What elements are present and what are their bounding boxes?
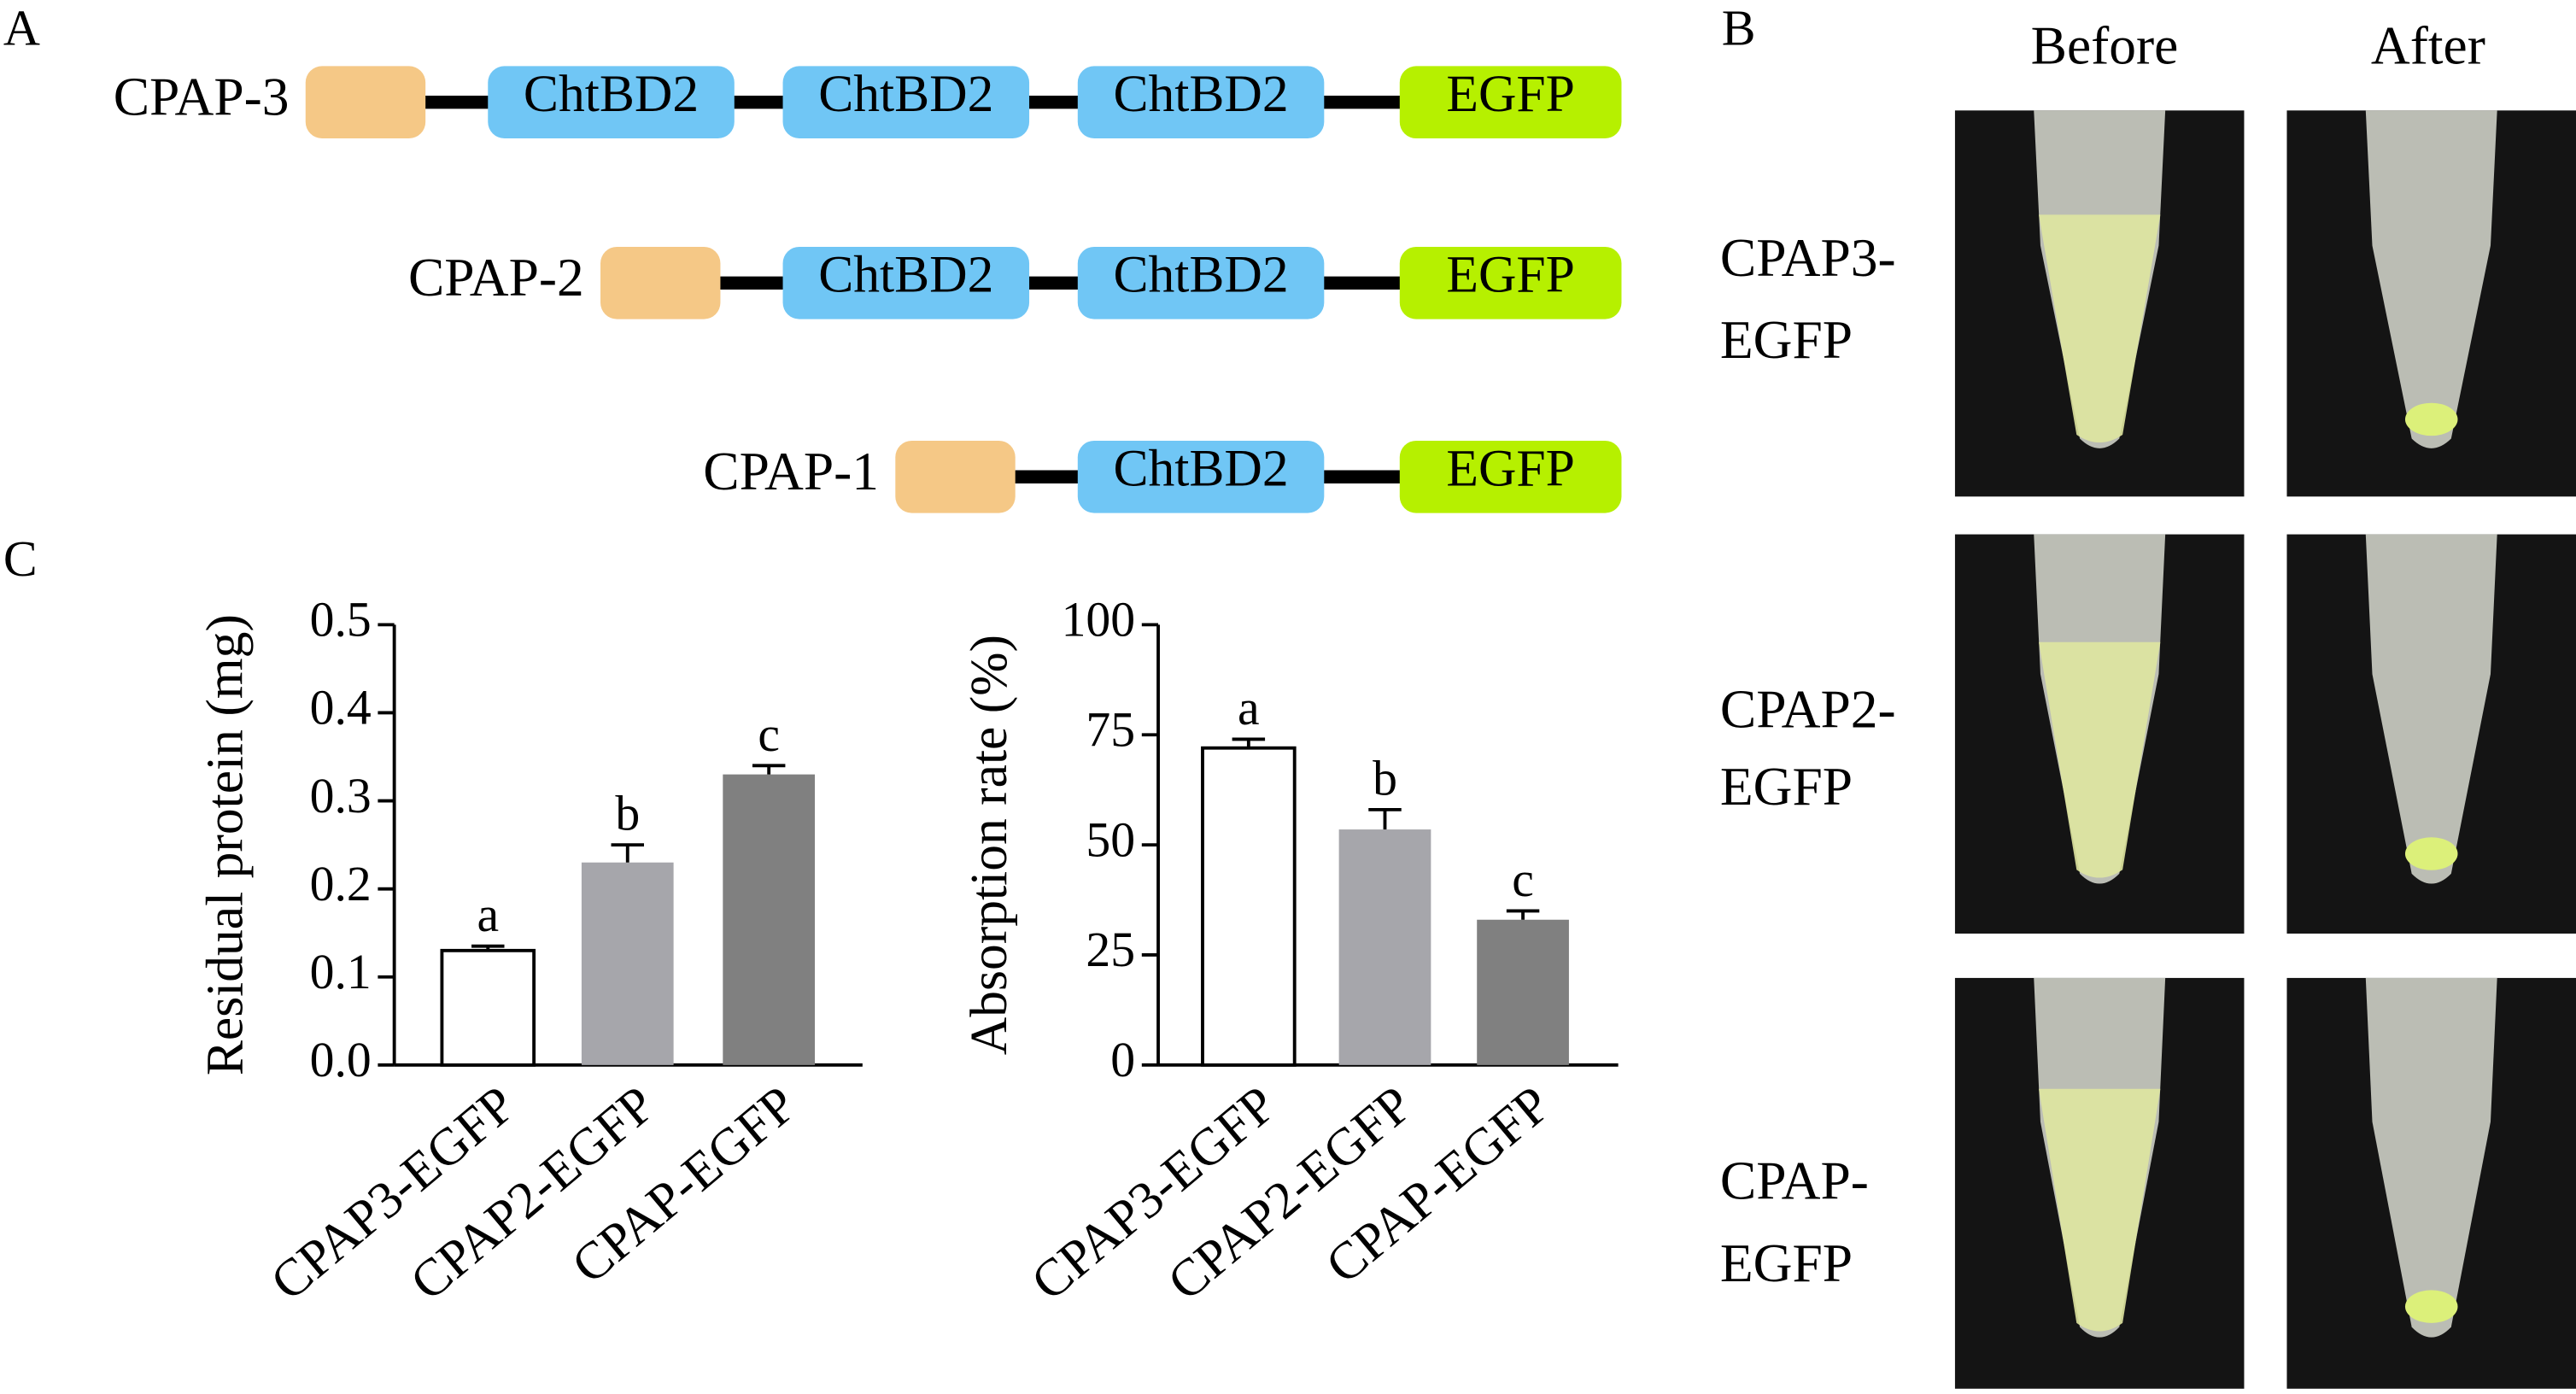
y-tick-label: 0.5 bbox=[310, 594, 372, 647]
egfp-domain bbox=[1399, 246, 1622, 319]
domain-label: EGFP bbox=[1446, 65, 1575, 123]
y-tick-label: 50 bbox=[1086, 813, 1135, 867]
significance-letter: a bbox=[477, 888, 499, 942]
domain-label: ChtBD2 bbox=[818, 246, 993, 304]
bar bbox=[440, 948, 536, 1067]
row-label: EGFP bbox=[1720, 756, 1853, 817]
liquid bbox=[2039, 214, 2161, 443]
y-axis-label: Absorption rate (%) bbox=[960, 635, 1018, 1055]
y-tick-label: 0.0 bbox=[310, 1034, 372, 1087]
panel-label: B bbox=[1722, 0, 1756, 56]
panel-label: A bbox=[3, 0, 40, 56]
x-tick-label: CPAP2-EGFP bbox=[400, 1075, 666, 1312]
significance-letter: c bbox=[1512, 853, 1534, 907]
row-label: CPAP3- bbox=[1720, 227, 1896, 288]
y-tick-label: 0.1 bbox=[310, 946, 372, 999]
bar bbox=[723, 774, 816, 1065]
y-tick-label: 0.2 bbox=[310, 858, 372, 911]
domain-label: ChtBD2 bbox=[1113, 440, 1288, 498]
y-tick-label: 100 bbox=[1062, 594, 1136, 647]
domain-label: ChtBD2 bbox=[1113, 65, 1288, 123]
panel-label: C bbox=[3, 530, 38, 587]
liquid bbox=[2039, 641, 2161, 878]
pellet bbox=[2404, 1290, 2458, 1323]
y-axis-label: Residual protein (mg) bbox=[196, 614, 254, 1075]
column-header: Before bbox=[2031, 15, 2179, 76]
chtbd2-domain bbox=[488, 66, 735, 139]
significance-letter: a bbox=[1238, 682, 1260, 735]
row-label: CPAP- bbox=[1720, 1151, 1869, 1211]
construct-label: CPAP-3 bbox=[114, 66, 290, 126]
domain-label: EGFP bbox=[1446, 246, 1575, 304]
significance-letter: b bbox=[615, 788, 640, 841]
domain-label: ChtBD2 bbox=[524, 65, 699, 123]
liquid bbox=[2039, 1088, 2161, 1332]
y-tick-label: 0.4 bbox=[310, 682, 372, 735]
signal-peptide bbox=[305, 66, 426, 139]
bar bbox=[1477, 919, 1569, 1065]
chtbd2-domain bbox=[782, 66, 1030, 139]
chtbd2-domain bbox=[1077, 440, 1325, 513]
tube bbox=[2365, 977, 2497, 1338]
chtbd2-domain bbox=[1077, 246, 1325, 319]
y-tick-label: 0 bbox=[1110, 1034, 1135, 1087]
signal-peptide bbox=[600, 246, 721, 319]
y-tick-label: 25 bbox=[1086, 923, 1135, 977]
pellet bbox=[2404, 402, 2458, 436]
chtbd2-domain bbox=[782, 246, 1030, 319]
domain-label: ChtBD2 bbox=[1113, 246, 1288, 304]
significance-letter: b bbox=[1373, 752, 1397, 805]
construct-label: CPAP-2 bbox=[408, 247, 584, 308]
bar bbox=[581, 862, 674, 1065]
pellet bbox=[2404, 837, 2458, 870]
y-tick-label: 75 bbox=[1086, 703, 1135, 757]
significance-letter: c bbox=[758, 708, 780, 762]
chtbd2-domain bbox=[1077, 66, 1325, 139]
bar bbox=[1201, 746, 1297, 1067]
domain-label: EGFP bbox=[1446, 440, 1575, 498]
domain-label: ChtBD2 bbox=[818, 65, 993, 123]
y-tick-label: 0.3 bbox=[310, 770, 372, 823]
egfp-domain bbox=[1399, 440, 1622, 513]
tube bbox=[2365, 534, 2497, 884]
bar bbox=[1338, 829, 1431, 1065]
tube bbox=[2365, 110, 2497, 448]
construct-label: CPAP-1 bbox=[703, 441, 879, 501]
row-label: CPAP2- bbox=[1720, 679, 1896, 740]
row-label: EGFP bbox=[1720, 309, 1853, 370]
egfp-domain bbox=[1399, 66, 1622, 139]
signal-peptide bbox=[895, 440, 1016, 513]
column-header: After bbox=[2371, 15, 2485, 76]
row-label: EGFP bbox=[1720, 1233, 1853, 1293]
